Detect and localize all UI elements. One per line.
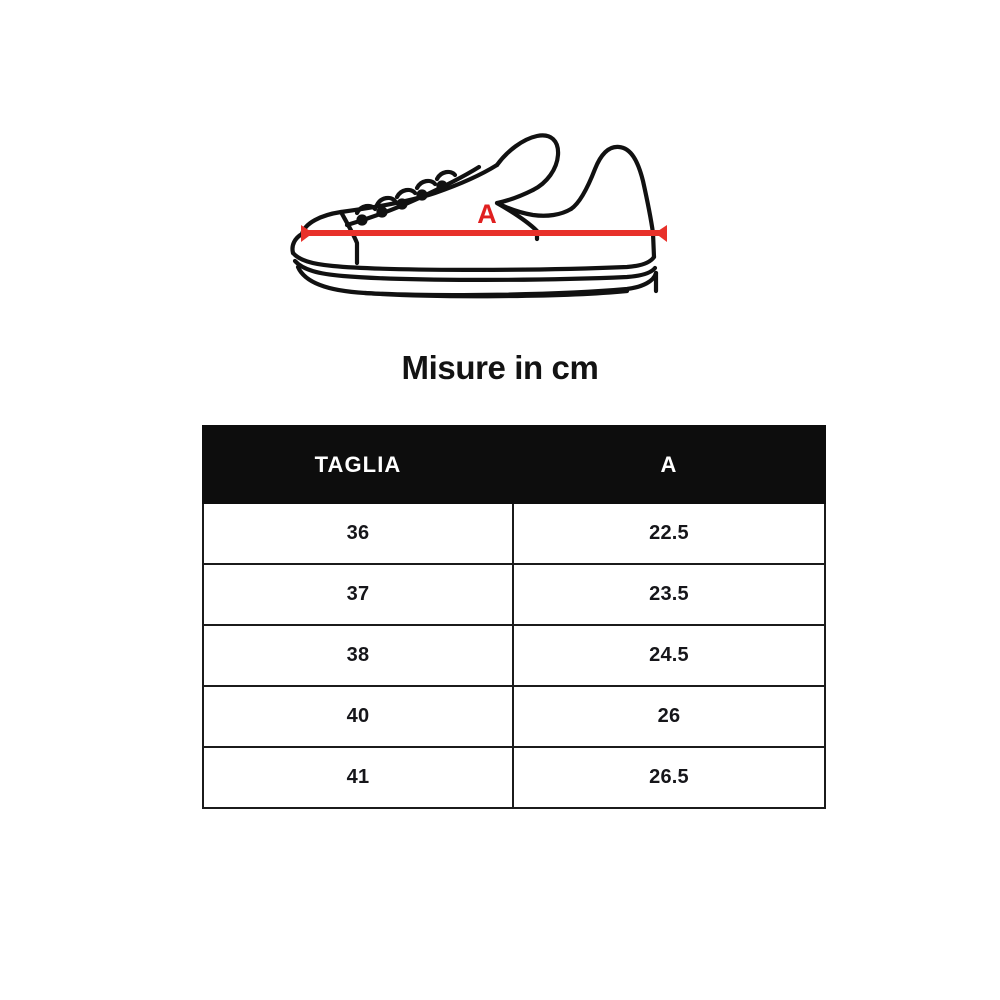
- column-header-a: A: [512, 425, 826, 504]
- size-table: TAGLIA A 36 22.5 37 23.5 38 24.5 40 26 4: [202, 425, 826, 809]
- cell-a: 22.5: [512, 502, 826, 565]
- cell-size: 38: [202, 624, 514, 687]
- measure-line-a: [301, 225, 667, 242]
- table-row: 38 24.5: [202, 624, 826, 687]
- cell-a: 26.5: [512, 746, 826, 809]
- table-row: 36 22.5: [202, 502, 826, 565]
- cell-size: 37: [202, 563, 514, 626]
- measure-label-a: A: [477, 199, 497, 229]
- cell-size: 36: [202, 502, 514, 565]
- table-body: 36 22.5 37 23.5 38 24.5 40 26 41 26.5: [202, 502, 826, 809]
- page-title: Misure in cm: [401, 349, 599, 386]
- table-row: 41 26.5: [202, 746, 826, 809]
- lace-eyelets-icon: [356, 180, 448, 226]
- sneaker-diagram: A: [275, 105, 695, 305]
- cell-a: 23.5: [512, 563, 826, 626]
- cell-a: 24.5: [512, 624, 826, 687]
- column-header-taglia: TAGLIA: [202, 425, 514, 504]
- cell-size: 41: [202, 746, 514, 809]
- table-header-row: TAGLIA A: [202, 425, 826, 504]
- table-row: 37 23.5: [202, 563, 826, 626]
- cell-a: 26: [512, 685, 826, 748]
- table-header: TAGLIA A: [202, 425, 826, 504]
- cell-size: 40: [202, 685, 514, 748]
- sneaker-side-view-icon: A: [290, 133, 667, 299]
- table-row: 40 26: [202, 685, 826, 748]
